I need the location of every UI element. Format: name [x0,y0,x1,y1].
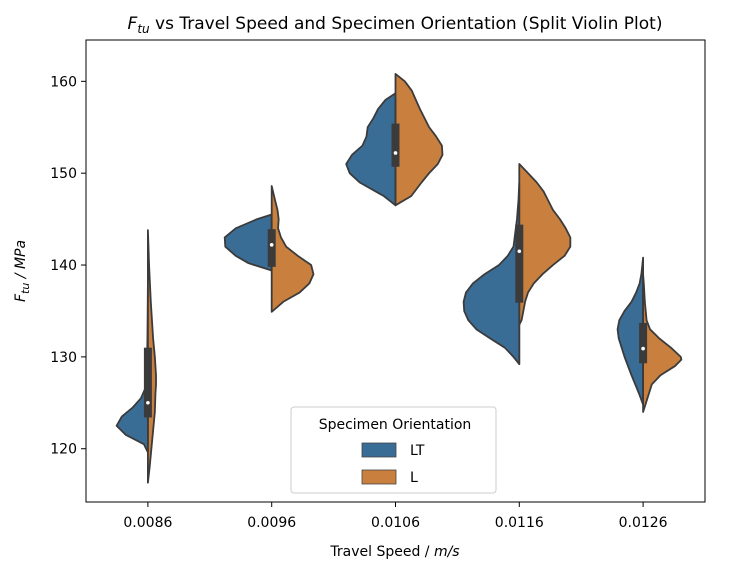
y-tick-label-120: 120 [50,442,77,458]
violin-lt-0.0096 [223,213,273,272]
violin-lt-0.0106 [345,92,397,207]
median-marker-0.0106 [393,151,398,155]
quartile-box-0.0086 [143,347,152,418]
legend: Specimen Orientation LT L [290,406,497,494]
x-tick-label-0.0116: 0.0116 [495,515,544,531]
violin-l-0.0096 [270,185,315,313]
median-marker-0.0116 [517,249,522,254]
legend-swatch-l [361,469,397,485]
violin-lt-0.0116 [462,181,521,366]
quartile-box-0.0096 [267,229,276,267]
y-tick-label-140: 140 [50,258,77,274]
x-tick-label-0.0086: 0.0086 [123,515,172,531]
median-marker-0.0096 [269,243,274,247]
box-layer [143,99,648,453]
violin-lt-0.0126 [616,256,644,406]
median-marker-0.0126 [641,346,645,351]
quartile-box-0.0126 [639,322,648,364]
y-tick-label-160: 160 [50,74,77,90]
x-tick-label-0.0096: 0.0096 [247,515,296,531]
violin-layer [115,73,683,484]
x-axis-title: Travel Speed / m/s [329,544,459,560]
median-marker-0.0086 [146,401,150,405]
y-axis: 120 130 140 150 160 [50,74,86,458]
y-tick-label-150: 150 [50,166,77,182]
quartile-box-0.0116 [515,224,524,303]
y-tick-label-130: 130 [50,350,77,366]
x-tick-label-0.0106: 0.0106 [371,515,420,531]
x-tick-label-0.0126: 0.0126 [619,515,668,531]
quartile-box-0.0106 [391,123,400,167]
violin-l-0.0126 [642,273,683,413]
legend-label-l: L [410,470,418,486]
y-axis-title: Ftu / MPa [13,240,32,302]
legend-title: Specimen Orientation [319,417,472,433]
x-axis: 0.0086 0.0096 0.0106 0.0116 0.0126 [123,502,668,531]
violin-l-0.0106 [394,73,444,207]
violin-l-0.0116 [518,163,572,326]
legend-swatch-lt [361,442,397,458]
violin-l-0.0086 [147,229,157,484]
chart-title: Ftu vs Travel Speed and Specimen Orienta… [128,14,663,36]
legend-label-lt: LT [410,443,425,459]
